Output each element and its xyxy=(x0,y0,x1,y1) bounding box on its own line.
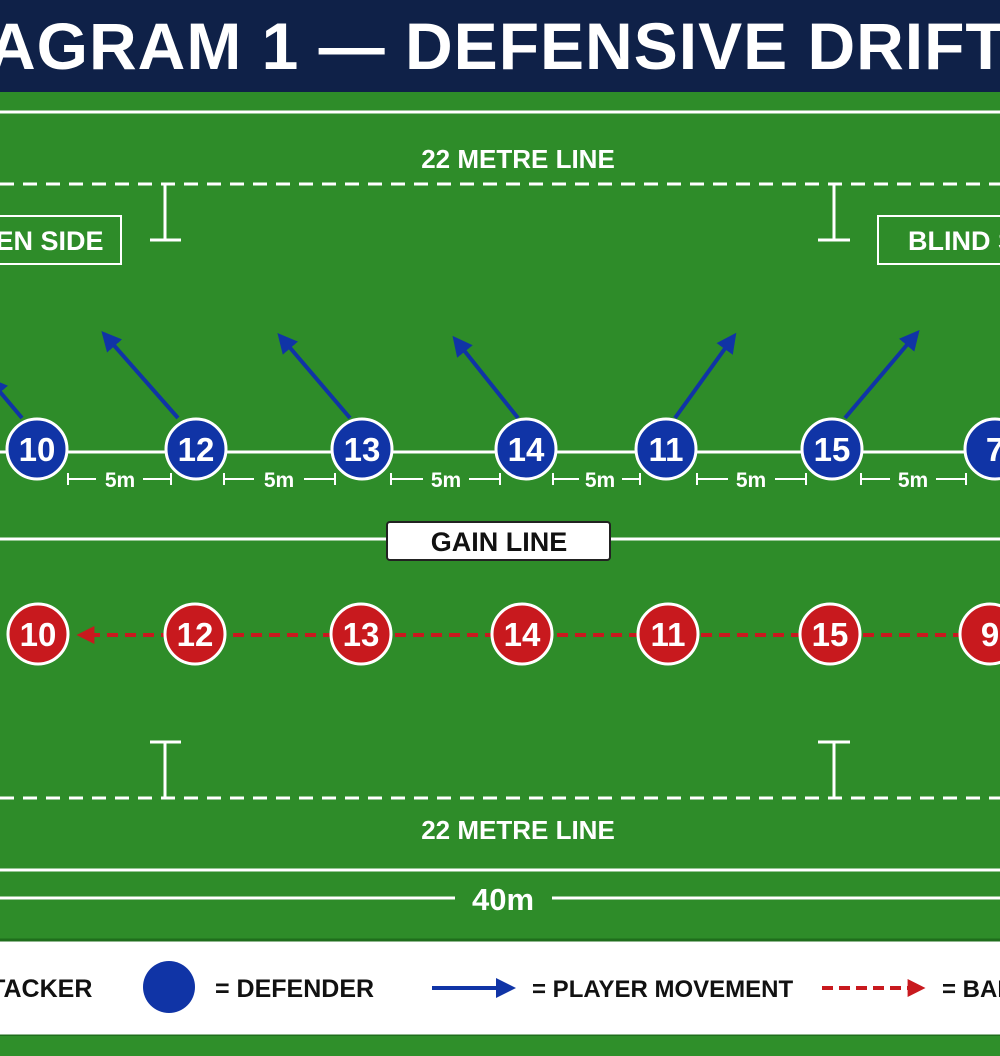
svg-text:11: 11 xyxy=(651,616,686,653)
spacing-label: 5m xyxy=(736,469,766,492)
spacing-label: 5m xyxy=(585,469,615,492)
svg-text:13: 13 xyxy=(344,431,381,468)
defender-player: 12 xyxy=(164,417,228,481)
movement-arrow xyxy=(843,329,920,420)
bottom-22m-label: 22 METRE LINE xyxy=(421,815,615,845)
svg-text:11: 11 xyxy=(649,431,684,468)
spacing-label: 5m xyxy=(264,469,294,492)
svg-text:13: 13 xyxy=(343,616,380,653)
attacker-player: 14 xyxy=(490,602,554,666)
svg-text:12: 12 xyxy=(177,616,214,653)
defender-player: 10 xyxy=(5,417,69,481)
svg-text:9: 9 xyxy=(981,616,999,653)
attacker-legend-label: = ATTACKER xyxy=(0,975,92,1003)
title-bar: DIAGRAM 1 — DEFENSIVE DRIFT: INITIAL SET… xyxy=(0,0,1000,92)
attacker-player: 12 xyxy=(163,602,227,666)
svg-text:15: 15 xyxy=(812,616,849,653)
defender-player: 14 xyxy=(494,417,558,481)
svg-text:10: 10 xyxy=(20,616,57,653)
open-side-box: OPEN SIDE xyxy=(0,215,122,265)
open-side-label: OPEN SIDE xyxy=(0,226,104,256)
legend-defender: = DEFENDER xyxy=(143,961,374,1013)
attacker-player: 9 xyxy=(958,602,1000,666)
movement-arrows xyxy=(0,329,920,420)
attacker-player: 10 xyxy=(6,602,70,666)
top-22m-label: 22 METRE LINE xyxy=(421,144,615,174)
svg-text:14: 14 xyxy=(508,431,545,468)
spacing-label: 5m xyxy=(898,469,928,492)
svg-text:15: 15 xyxy=(814,431,851,468)
attacker-player: 13 xyxy=(329,602,393,666)
defender-player: 13 xyxy=(330,417,394,481)
legend-movement: = PLAYER MOVEMENT xyxy=(432,976,794,1003)
attacker-player: 15 xyxy=(798,602,862,666)
svg-text:14: 14 xyxy=(504,616,541,653)
svg-text:10: 10 xyxy=(19,431,56,468)
movement-arrow xyxy=(452,335,520,420)
attacker-player: 11 xyxy=(636,602,700,666)
gain-line-label-box: GAIN LINE xyxy=(386,521,611,561)
movement-legend-label: = PLAYER MOVEMENT xyxy=(532,976,794,1003)
movement-arrow xyxy=(0,376,24,420)
blind-side-box: BLIND SIDE xyxy=(877,215,1000,265)
blind-side-label: BLIND SIDE xyxy=(908,226,1000,256)
defender-legend-swatch xyxy=(143,961,195,1013)
defender-legend-label: = DEFENDER xyxy=(215,975,374,1003)
movement-arrow xyxy=(101,330,180,420)
width-label: 40m xyxy=(472,882,534,917)
defender-player: 15 xyxy=(800,417,864,481)
bottom-right-post-marker xyxy=(818,740,850,798)
ball-legend-label: = BALL xyxy=(942,976,1000,1003)
spacing-label: 5m xyxy=(431,469,461,492)
gain-line-label: GAIN LINE xyxy=(431,527,568,557)
defender-player: 11 xyxy=(634,417,698,481)
svg-text:12: 12 xyxy=(178,431,215,468)
spacing-markers xyxy=(67,473,967,485)
legend-ball: = BALL xyxy=(822,976,1000,1003)
movement-arrow xyxy=(673,332,737,420)
svg-text:7: 7 xyxy=(986,431,1000,468)
movement-arrow xyxy=(277,332,352,420)
top-right-post-marker xyxy=(818,184,850,242)
legend-attacker: = ATTACKER xyxy=(0,975,92,1003)
diagram-title: DIAGRAM 1 — DEFENSIVE DRIFT: INITIAL SET… xyxy=(0,9,1000,83)
spacing-label: 5m xyxy=(105,469,135,492)
defender-player: 7 xyxy=(963,417,1000,481)
bottom-left-post-marker xyxy=(150,740,181,798)
top-left-post-marker xyxy=(150,184,181,242)
